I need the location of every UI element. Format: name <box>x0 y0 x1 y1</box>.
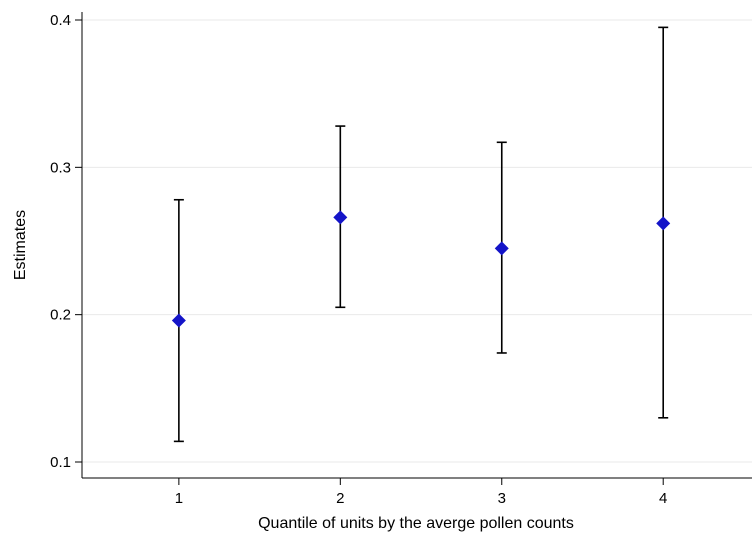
y-axis-ticks: 0.1 0.2 0.3 0.4 <box>50 12 82 471</box>
y-tick-label: 0.2 <box>50 307 71 324</box>
grid-lines <box>82 19 752 463</box>
estimate-points <box>171 210 671 328</box>
y-axis-title: Estimates <box>12 210 29 280</box>
x-axis-ticks: 1 2 3 4 <box>175 478 667 507</box>
x-tick-label: 1 <box>175 490 183 507</box>
estimate-point-marker <box>171 313 186 328</box>
x-tick-label: 2 <box>336 490 344 507</box>
axes <box>81 12 752 479</box>
y-tick-label: 0.3 <box>50 159 71 176</box>
x-tick-label: 4 <box>659 490 667 507</box>
estimate-point-marker <box>333 210 348 225</box>
x-axis-title: Quantile of units by the averge pollen c… <box>258 515 574 532</box>
y-tick-label: 0.1 <box>50 454 71 471</box>
error-bars <box>173 26 669 443</box>
estimate-point-marker <box>656 216 671 231</box>
y-tick-label: 0.4 <box>50 12 71 29</box>
x-tick-label: 3 <box>498 490 506 507</box>
estimate-point-marker <box>494 241 509 256</box>
